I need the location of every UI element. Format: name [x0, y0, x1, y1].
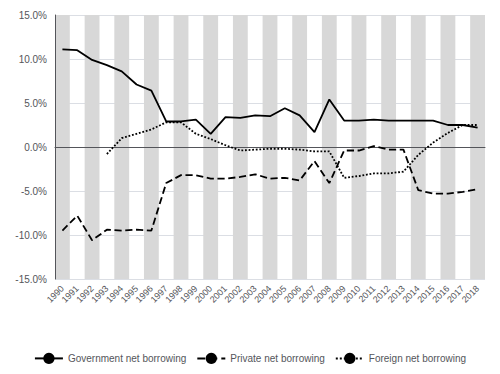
svg-text:2017: 2017: [445, 283, 467, 305]
svg-text:2001: 2001: [207, 283, 230, 305]
svg-text:15.0%: 15.0%: [19, 10, 47, 21]
svg-text:2007: 2007: [296, 283, 318, 305]
svg-text:Government net borrowing: Government net borrowing: [68, 353, 186, 364]
svg-text:2018: 2018: [460, 283, 481, 304]
svg-text:2000: 2000: [193, 283, 215, 305]
svg-text:1997: 1997: [148, 283, 170, 305]
svg-text:5.0%: 5.0%: [24, 98, 47, 109]
svg-text:1994: 1994: [104, 283, 126, 305]
svg-text:2005: 2005: [267, 283, 289, 305]
svg-text:10.0%: 10.0%: [19, 54, 47, 65]
svg-text:2012: 2012: [370, 283, 393, 305]
svg-text:1996: 1996: [133, 283, 155, 305]
svg-text:1991: 1991: [59, 283, 81, 305]
svg-text:2015: 2015: [415, 283, 437, 305]
svg-text:2014: 2014: [400, 283, 422, 305]
svg-text:-10.0%: -10.0%: [15, 230, 47, 241]
svg-text:1992: 1992: [74, 283, 96, 305]
svg-text:0.0%: 0.0%: [24, 142, 47, 153]
svg-text:1993: 1993: [89, 283, 111, 305]
svg-text:1999: 1999: [178, 283, 200, 305]
svg-text:2009: 2009: [326, 283, 348, 305]
svg-text:2006: 2006: [282, 283, 304, 305]
svg-text:2003: 2003: [237, 283, 259, 305]
svg-text:2008: 2008: [311, 283, 333, 305]
svg-text:1998: 1998: [163, 283, 185, 305]
svg-text:-15.0%: -15.0%: [15, 274, 47, 285]
svg-text:2011: 2011: [356, 283, 378, 305]
svg-text:-5.0%: -5.0%: [21, 186, 47, 197]
svg-text:1990: 1990: [44, 283, 66, 305]
svg-text:Foreign net borrowing: Foreign net borrowing: [369, 353, 466, 364]
svg-text:2004: 2004: [252, 283, 274, 305]
svg-text:1995: 1995: [118, 283, 141, 305]
svg-text:Private net borrowing: Private net borrowing: [230, 353, 324, 364]
svg-text:2013: 2013: [385, 283, 407, 305]
svg-text:2010: 2010: [341, 283, 363, 305]
svg-text:2016: 2016: [430, 283, 452, 305]
svg-text:2002: 2002: [222, 283, 244, 305]
